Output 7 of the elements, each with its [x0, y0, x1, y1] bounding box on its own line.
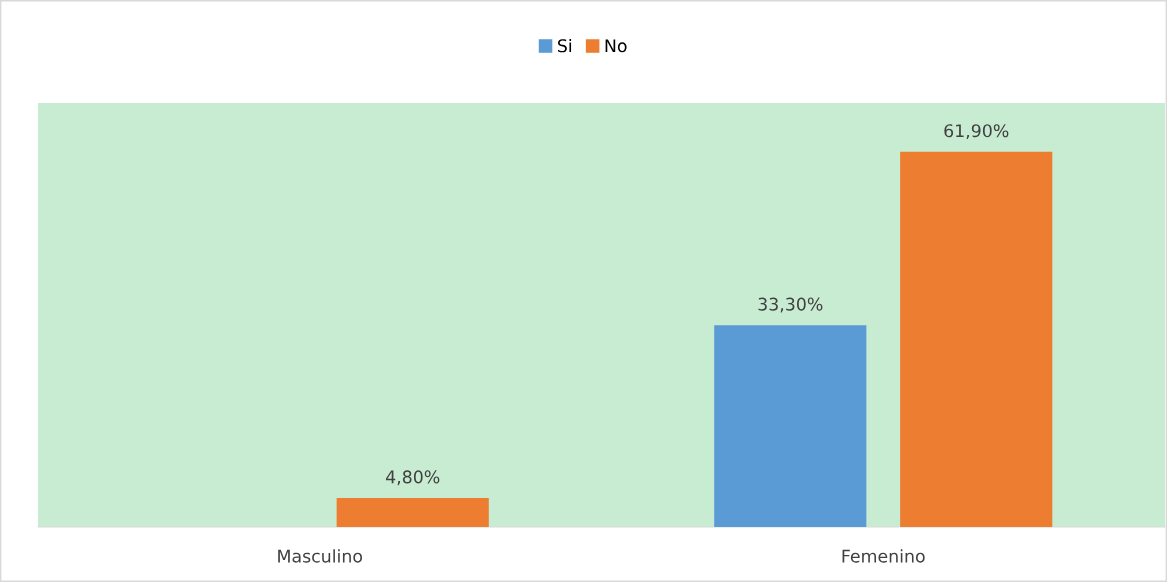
data-label: 4,80% [386, 470, 440, 486]
legend-label: No [605, 39, 627, 53]
legend-label: Si [557, 38, 572, 53]
x-tick-label: Femenino [842, 549, 925, 563]
data-label: 33,30% [758, 297, 823, 313]
x-tick-label: Masculino [278, 549, 363, 563]
data-label: 61,90% [944, 124, 1009, 140]
